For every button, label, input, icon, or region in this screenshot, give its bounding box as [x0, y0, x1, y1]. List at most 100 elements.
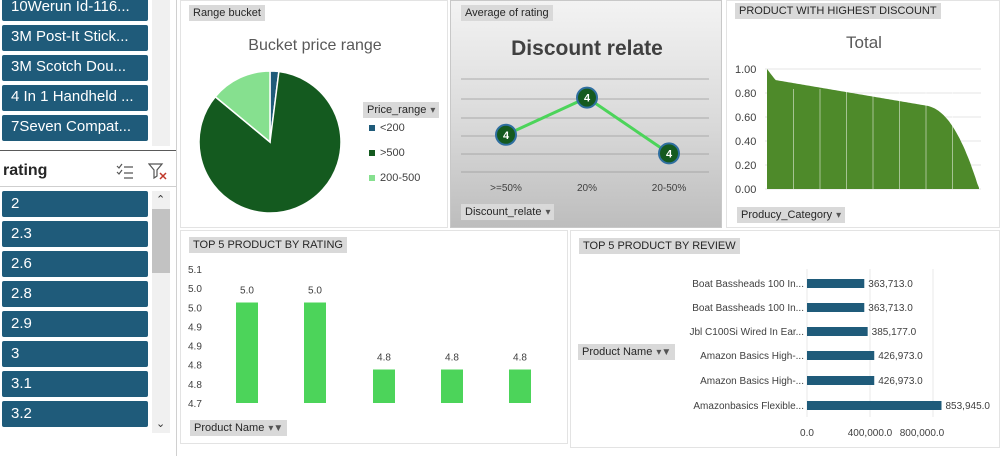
rating-slicer-item[interactable]: 2.3	[2, 221, 148, 247]
data-label: 5.0	[240, 286, 254, 297]
price-range-panel: Range bucket Bucket price range Price_ra…	[180, 0, 448, 228]
legend-entry: 200-500	[369, 172, 420, 184]
x-tick-label: >=50%	[490, 183, 522, 194]
legend-label: 200-500	[380, 172, 421, 184]
y-tick-label: Boat Bassheads 100 In...	[692, 279, 804, 290]
rating-slicer-scrollbar[interactable]	[152, 191, 170, 433]
dropdown-arrow-icon: ▾	[545, 207, 551, 218]
y-tick-label: 5.0	[188, 284, 202, 295]
rating-slicer-item[interactable]: 2.6	[2, 251, 148, 277]
top5-rating-panel: TOP 5 PRODUCT BY RATING 4.7 4.8 4.8 4.9 4.9 5…	[180, 230, 568, 444]
top5-review-panel: TOP 5 PRODUCT BY REVIEW Boat Bassheads 1…	[570, 230, 1000, 448]
data-label: 853,945.0	[945, 401, 990, 412]
scroll-up-icon[interactable]: ⌃	[156, 194, 166, 206]
y-tick-label: Amazonbasics Flexible...	[693, 401, 804, 412]
bar	[807, 351, 875, 360]
data-label: 4.8	[377, 353, 391, 364]
data-label: 4.8	[513, 353, 527, 364]
top5-rating-label: TOP 5 PRODUCT BY RATING	[189, 237, 347, 253]
data-label: 4	[584, 93, 591, 105]
y-tick-label: 5.1	[188, 265, 202, 276]
rating-bar-chart: 4.7 4.8 4.8 4.9 4.9 5.0 5.0 5.1 5.0 5.0 4.8 4.8 4.8	[188, 265, 531, 410]
clear-filter-icon[interactable]	[147, 163, 168, 181]
top5-review-label: TOP 5 PRODUCT BY REVIEW	[579, 238, 740, 254]
dropdown-arrow-icon: ▾	[836, 210, 842, 221]
product-slicer-item[interactable]: 3M Scotch Dou...	[2, 55, 148, 81]
rating-slicer-item[interactable]: 2.8	[2, 281, 148, 307]
bar	[807, 303, 865, 312]
discount-relate-panel: Average of rating Discount relate 4 >=50%…	[450, 0, 722, 228]
discount-relate-filter[interactable]: Discount_relate ▾	[461, 204, 555, 220]
product-slicer-item[interactable]: 7Seven Compat...	[2, 115, 148, 141]
bar	[807, 279, 865, 288]
scroll-thumb[interactable]	[152, 209, 170, 273]
review-bar-chart: Boat Bassheads 100 In... 363,713.0 Boat Ba…	[690, 269, 990, 439]
product-slicer-item[interactable]: 10Werun Id-116...	[2, 0, 148, 21]
product-slicer-item[interactable]: 3M Post-It Stick...	[2, 25, 148, 51]
pie-slice	[214, 70, 271, 144]
legend-label: >500	[380, 147, 405, 159]
price-range-filter[interactable]: Price_range ▾	[363, 102, 440, 118]
pie-chart	[198, 70, 342, 214]
rating-slicer-item[interactable]: 2.9	[2, 311, 148, 337]
line-chart-title: Discount relate	[511, 37, 663, 60]
y-tick-label: 4.8	[188, 380, 202, 391]
y-tick-label: 4.9	[188, 342, 202, 353]
bar	[807, 376, 875, 385]
dropdown-arrow-icon: ▾	[430, 105, 436, 116]
product-slicer-scrollbar[interactable]	[152, 0, 170, 146]
x-tick-label: 400,000.0	[848, 428, 893, 439]
y-tick-label: Amazon Basics High-...	[700, 376, 804, 387]
data-label: 363,713.0	[868, 279, 913, 290]
product-category-filter-label: Producy_Category	[741, 209, 833, 221]
highest-discount-label: PRODUCT WITH HIGHEST DISCOUNT	[735, 3, 941, 19]
multi-select-icon[interactable]	[116, 163, 134, 179]
data-label: 4	[666, 148, 673, 160]
product-category-filter[interactable]: Producy_Category ▾	[737, 207, 846, 223]
scroll-down-icon[interactable]: ⌄	[156, 418, 166, 430]
product-name-filter-review[interactable]: Product Name ▾▼	[578, 344, 676, 360]
price-range-filter-label: Price_range	[367, 104, 427, 116]
legend-entry: <200	[369, 122, 405, 134]
line-chart: 4 >=50% 4 20% 4 20-50%	[461, 78, 709, 194]
average-rating-label: Average of rating	[461, 5, 553, 21]
y-tick-label: 0.60	[735, 112, 756, 124]
data-label: 363,713.0	[868, 303, 913, 314]
legend-entry: >500	[369, 147, 405, 159]
legend-label: <200	[380, 122, 405, 134]
y-tick-label: Boat Bassheads 100 In...	[692, 303, 804, 314]
data-label: 4	[503, 130, 510, 142]
legend-swatch	[369, 125, 375, 132]
rating-slicer-item[interactable]: 3.2	[2, 401, 148, 427]
legend-swatch	[369, 175, 375, 182]
y-tick-label: 5.0	[188, 303, 202, 314]
rating-slicer-title: rating	[3, 162, 48, 179]
y-tick-label: 0.00	[735, 184, 756, 196]
discount-relate-filter-label: Discount_relate	[465, 206, 542, 218]
data-label: 5.0	[308, 286, 322, 297]
y-tick-label: Amazon Basics High-...	[700, 351, 804, 362]
data-label: 426,973.0	[878, 376, 923, 387]
product-slicer-item[interactable]: 4 In 1 Handheld ...	[2, 85, 148, 111]
y-tick-label: 4.8	[188, 361, 202, 372]
data-point	[576, 86, 598, 109]
rating-slicer: rating 2 2.3 2.6 2.8 2.9 3 3.1 3.2 ⌃ ⌄	[0, 155, 176, 456]
bar	[509, 369, 531, 403]
rating-slicer-item[interactable]: 3.1	[2, 371, 148, 397]
bar	[236, 302, 258, 403]
slicer-border	[0, 150, 176, 151]
x-tick-label: 20-50%	[652, 183, 687, 194]
range-bucket-label: Range bucket	[189, 5, 265, 21]
rating-slicer-item[interactable]: 3	[2, 341, 148, 367]
x-tick-label: 0.0	[800, 428, 814, 439]
x-tick-label: 800,000.0	[900, 428, 945, 439]
bar	[373, 369, 395, 403]
data-point	[495, 123, 517, 146]
y-tick-label: 0.20	[735, 160, 756, 172]
y-tick-label: 4.7	[188, 399, 202, 410]
product-slicer: 10Werun Id-116... 3M Post-It Stick... 3M S…	[0, 0, 176, 152]
rating-slicer-item[interactable]: 2	[2, 191, 148, 217]
highest-discount-panel: PRODUCT WITH HIGHEST DISCOUNT Total 0.00…	[726, 0, 1000, 228]
product-name-filter-rating[interactable]: Product Name ▾▼	[190, 420, 288, 436]
data-label: 426,973.0	[878, 351, 923, 362]
